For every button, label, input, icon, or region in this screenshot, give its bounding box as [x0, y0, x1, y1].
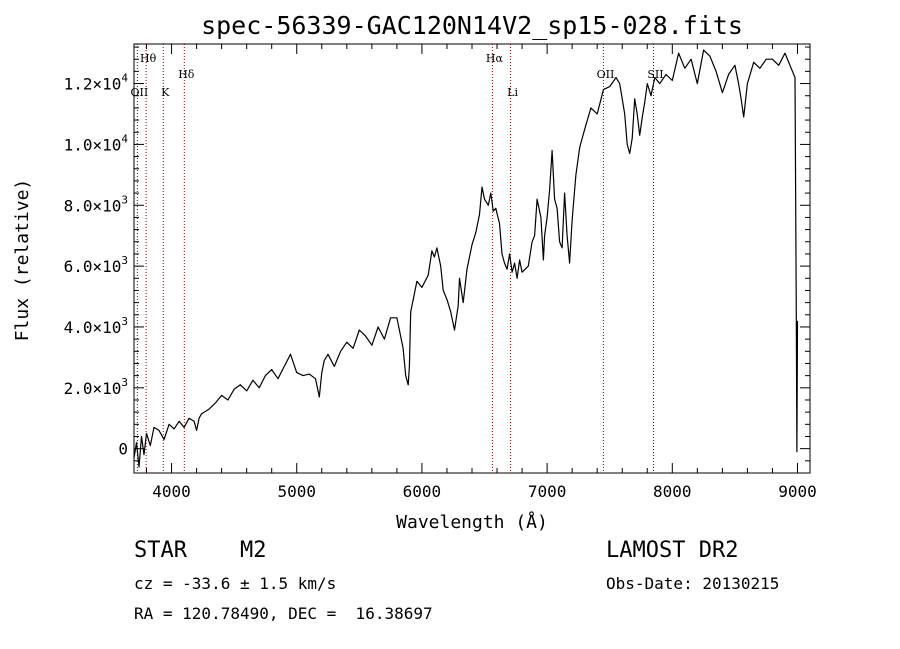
spectral-line-label: SII — [647, 68, 663, 81]
y-tick-label: 8.0×103 — [64, 193, 128, 215]
x-tick-label: 7000 — [528, 482, 567, 501]
coordinates-readout: RA = 120.78490, DEC = 16.38697 — [134, 604, 433, 623]
y-tick-label: 1.2×104 — [64, 72, 129, 94]
y-tick-label: 6.0×103 — [64, 254, 128, 276]
x-axis-label: Wavelength (Å) — [396, 511, 548, 533]
spectral-line-label: OII — [597, 68, 615, 81]
y-tick-label: 1.0×104 — [64, 132, 129, 154]
y-axis-label: Flux (relative) — [12, 179, 33, 342]
redshift-readout: cz = -33.6 ± 1.5 km/s — [134, 574, 337, 593]
object-subclass: M2 — [240, 538, 267, 563]
spectral-line-label: Hθ — [140, 52, 157, 65]
object-type: STAR — [134, 538, 187, 563]
y-tick-label: 0 — [118, 440, 128, 459]
spectral-line-label: Hδ — [178, 68, 195, 81]
plot-area: 4000 5000 6000 7000 8000 9000 0 2.0×103 4.0×103 6… — [64, 43, 817, 501]
survey-name: LAMOST DR2 — [606, 538, 739, 563]
x-tick-label: 4000 — [152, 482, 191, 501]
y-tick-label: 4.0×103 — [64, 315, 128, 337]
chart-title: spec-56339-GAC120N14V2_sp15-028.fits — [201, 11, 743, 40]
x-tick-label: 9000 — [778, 482, 817, 501]
x-tick-label: 8000 — [653, 482, 692, 501]
x-tick-label: 5000 — [277, 482, 316, 501]
spectral-line-label: Hα — [486, 52, 504, 65]
spectral-line-label: Li — [507, 86, 518, 99]
spectrum-series-line — [133, 49, 799, 468]
plot-frame — [133, 43, 811, 474]
x-tick-label: 6000 — [403, 482, 442, 501]
observation-date: Obs-Date: 20130215 — [606, 574, 780, 593]
spectral-line-label: K — [161, 86, 170, 99]
spectral-line-label: OII — [131, 86, 149, 99]
y-tick-label: 2.0×103 — [64, 376, 128, 398]
